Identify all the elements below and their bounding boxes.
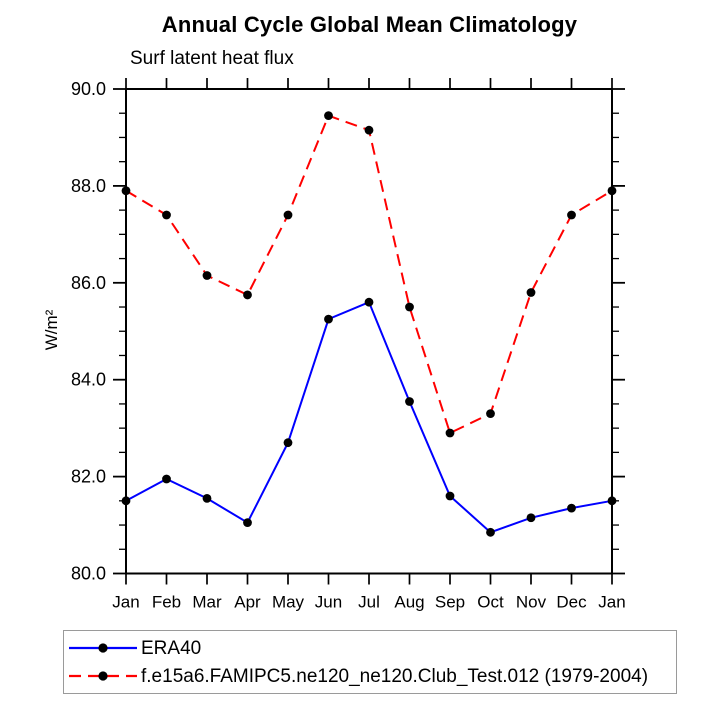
data-point-era40-nov-10 — [526, 513, 536, 523]
data-point-era40-jan-12 — [607, 496, 617, 506]
x-tick-label: Nov — [516, 593, 547, 612]
y-tick-label: 84.0 — [71, 370, 106, 390]
x-tick-label: Oct — [477, 593, 504, 612]
legend: ERA40 f.e15a6.FAMIPC5.ne120_ne120.Club_T… — [63, 630, 677, 694]
data-point-f-e15a6-famipc5-ne120-ne120-club-feb-1 — [162, 210, 171, 220]
legend-label-model: f.e15a6.FAMIPC5.ne120_ne120.Club_Test.01… — [141, 665, 649, 687]
legend-entry-model: f.e15a6.FAMIPC5.ne120_ne120.Club_Test.01… — [67, 662, 676, 690]
data-point-era40-jul-6 — [364, 297, 374, 307]
x-tick-label: Jan — [112, 593, 139, 612]
legend-entry-era40: ERA40 — [67, 634, 676, 662]
data-point-f-e15a6-famipc5-ne120-ne120-club-may-4 — [283, 210, 293, 220]
x-tick-label: Jun — [315, 593, 342, 612]
series-line-f-e15a6-famipc5-ne120-ne120-club — [125, 114, 613, 435]
data-point-era40-dec-11 — [567, 503, 576, 513]
x-tick-label: Feb — [152, 593, 181, 612]
x-tick-label: May — [272, 593, 305, 612]
data-point-era40-apr-3 — [243, 518, 252, 528]
x-tick-label: Apr — [234, 593, 261, 612]
data-point-f-e15a6-famipc5-ne120-ne120-club-sep-8 — [445, 428, 455, 438]
data-point-f-e15a6-famipc5-ne120-ne120-club-dec-11 — [567, 210, 576, 220]
x-tick-label: Aug — [394, 593, 424, 612]
x-tick-label: Jul — [358, 593, 380, 612]
data-point-era40-jan-0 — [121, 496, 131, 506]
x-tick-label: Dec — [556, 593, 587, 612]
x-tick-label: Jan — [598, 593, 625, 612]
data-point-f-e15a6-famipc5-ne120-ne120-club-jan-12 — [607, 186, 617, 196]
y-tick-label: 82.0 — [71, 467, 106, 487]
data-point-f-e15a6-famipc5-ne120-ne120-club-jul-6 — [364, 125, 374, 135]
data-point-f-e15a6-famipc5-ne120-ne120-club-jun-5 — [324, 111, 333, 121]
plot-frame — [125, 88, 613, 575]
y-tick-label: 86.0 — [71, 273, 106, 293]
data-point-era40-sep-8 — [445, 491, 455, 501]
data-point-era40-jun-5 — [324, 314, 333, 324]
y-tick-label: 90.0 — [71, 79, 106, 99]
x-tick-label: Mar — [192, 593, 222, 612]
y-tick-label: 80.0 — [71, 564, 106, 584]
data-point-f-e15a6-famipc5-ne120-ne120-club-mar-2 — [202, 271, 212, 280]
x-tick-label: Sep — [435, 593, 465, 612]
y-tick-label: 88.0 — [71, 176, 106, 196]
data-point-era40-mar-2 — [202, 494, 212, 503]
chart-subtitle: Surf latent heat flux — [130, 48, 294, 69]
data-point-f-e15a6-famipc5-ne120-ne120-club-nov-10 — [526, 288, 536, 297]
data-point-f-e15a6-famipc5-ne120-ne120-club-aug-7 — [405, 302, 414, 312]
legend-label-era40: ERA40 — [141, 637, 202, 659]
era40-line-sample-icon — [69, 643, 137, 653]
data-point-era40-feb-1 — [162, 474, 171, 484]
series-line-era40 — [125, 300, 613, 534]
data-point-era40-may-4 — [283, 438, 293, 448]
data-point-era40-oct-9 — [486, 527, 495, 537]
chart-title: Annual Cycle Global Mean Climatology — [161, 12, 578, 37]
data-point-f-e15a6-famipc5-ne120-ne120-club-jan-0 — [121, 186, 131, 196]
data-point-f-e15a6-famipc5-ne120-ne120-club-apr-3 — [243, 290, 252, 300]
data-point-f-e15a6-famipc5-ne120-ne120-club-oct-9 — [486, 409, 495, 419]
data-point-era40-aug-7 — [405, 397, 414, 406]
model-line-sample-icon — [69, 671, 137, 681]
